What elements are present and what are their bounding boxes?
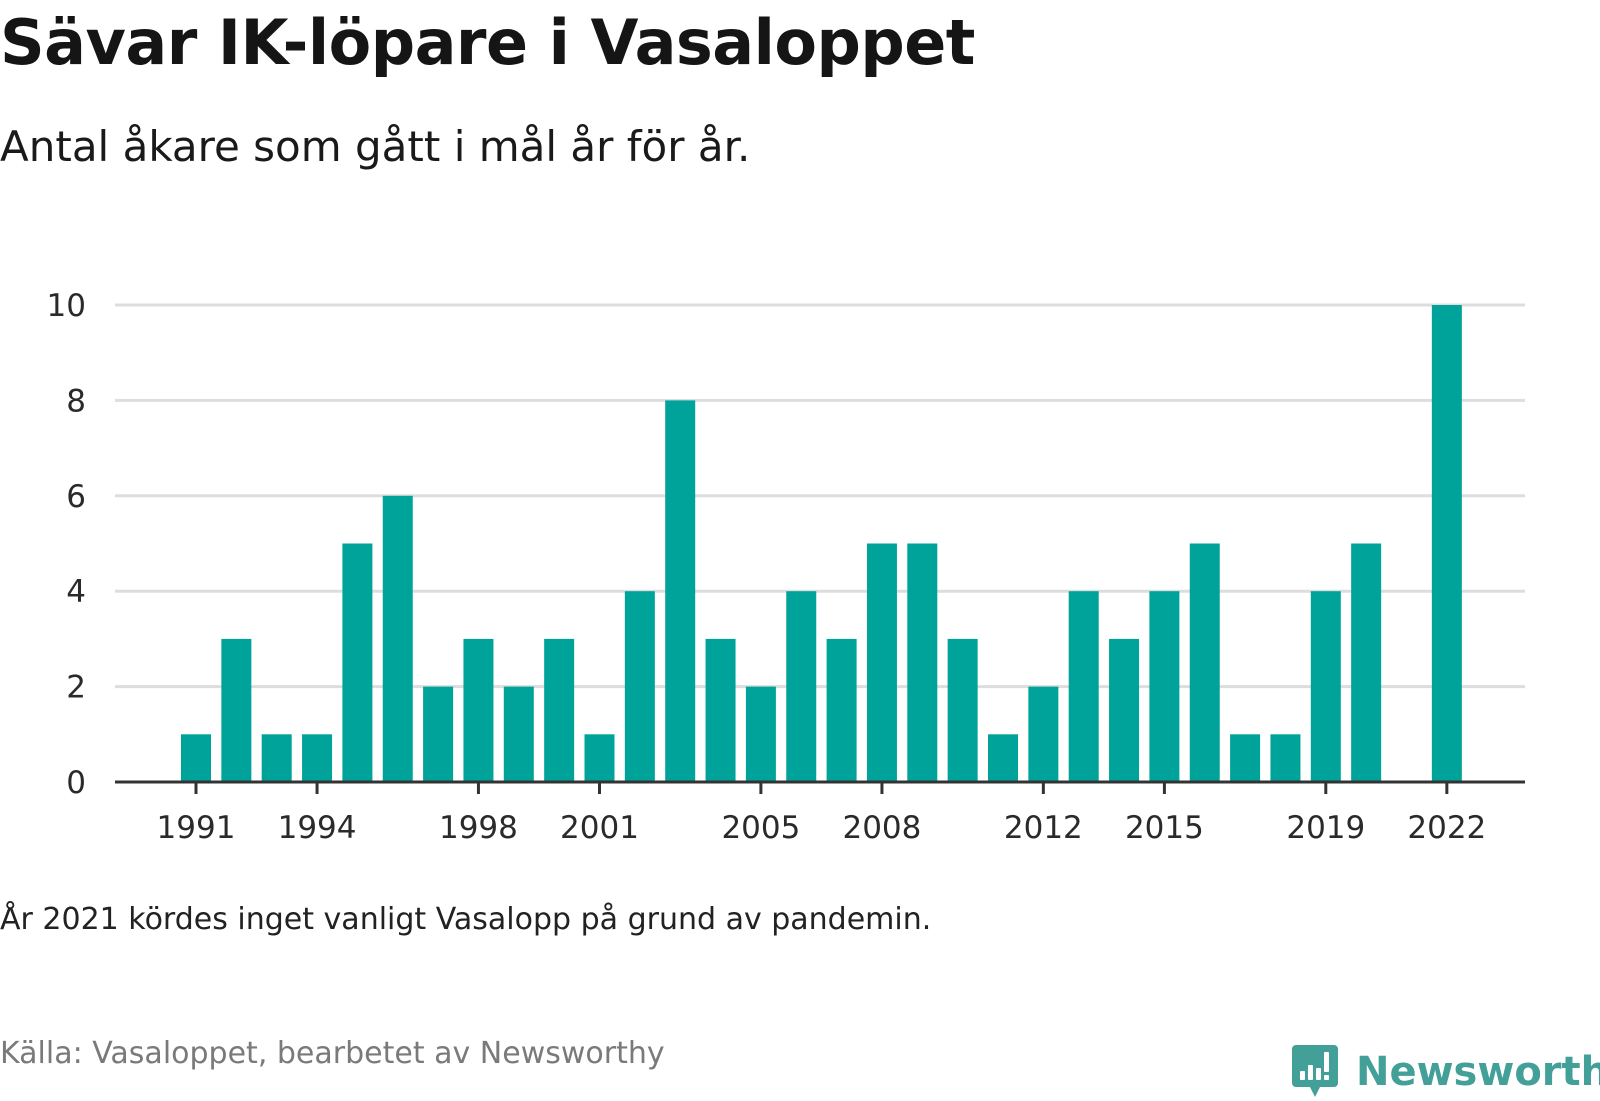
bar-1998 xyxy=(463,638,494,782)
bar-1991 xyxy=(181,734,211,782)
bar-2017 xyxy=(1230,734,1261,782)
bars xyxy=(181,305,1462,782)
newsworthy-logo-icon xyxy=(1292,1045,1338,1097)
y-tick-label: 4 xyxy=(66,574,86,610)
x-tick-label: 2012 xyxy=(1004,810,1083,846)
chart-title: Sävar IK-löpare i Vasaloppet xyxy=(0,6,975,79)
x-tick-label: 2022 xyxy=(1407,810,1486,846)
bar-2020 xyxy=(1351,543,1382,782)
bar-2012 xyxy=(1028,686,1059,782)
x-tick-label: 1991 xyxy=(157,810,236,846)
bar-2009 xyxy=(907,543,938,782)
bar-1999 xyxy=(503,686,534,782)
bar-1997 xyxy=(423,686,454,782)
bar-2004 xyxy=(705,638,736,782)
x-tick-label: 2019 xyxy=(1286,810,1365,846)
x-tick-label: 2005 xyxy=(721,810,800,846)
x-tick-label: 2008 xyxy=(842,810,921,846)
x-tick-label: 1998 xyxy=(439,810,518,846)
source-credit: Källa: Vasaloppet, bearbetet av Newswort… xyxy=(0,1036,665,1071)
bar-2013 xyxy=(1068,591,1099,782)
bar-1993 xyxy=(261,734,292,782)
bar-2003 xyxy=(665,400,696,782)
bar-2014 xyxy=(1109,638,1140,782)
x-tick-label: 2001 xyxy=(560,810,639,846)
bar-2007 xyxy=(826,638,857,782)
bar-2018 xyxy=(1270,734,1301,782)
x-axis xyxy=(115,780,1525,794)
bar-2015 xyxy=(1149,591,1180,782)
chart-subtitle: Antal åkare som gått i mål år för år. xyxy=(0,122,751,171)
bar-2006 xyxy=(786,591,817,782)
bar-2002 xyxy=(624,591,655,782)
bar-2019 xyxy=(1310,591,1341,782)
brand-name: Newsworthy xyxy=(1356,1049,1600,1095)
x-tick-label: 1994 xyxy=(278,810,357,846)
y-tick-label: 8 xyxy=(66,383,86,419)
bar-2016 xyxy=(1189,543,1220,782)
bar-1994 xyxy=(302,734,333,782)
y-tick-label: 10 xyxy=(47,288,86,324)
bar-2005 xyxy=(745,686,776,782)
y-tick-label: 2 xyxy=(66,670,86,706)
bar-2008 xyxy=(866,543,897,782)
y-tick-label: 6 xyxy=(66,479,86,515)
x-tick-label: 2015 xyxy=(1125,810,1204,846)
bar-chart: 0 2 4 6 8 10 1991 1994 1998 2001 2005 2008 2012 2015… xyxy=(47,288,1525,846)
brand-logo: Newsworthy xyxy=(1290,1044,1600,1100)
bar-2001 xyxy=(584,734,615,782)
footnote: År 2021 kördes inget vanligt Vasalopp på… xyxy=(0,902,932,937)
bar-2000 xyxy=(544,638,575,782)
bar-1992 xyxy=(221,638,252,782)
x-axis-labels: 1991 1994 1998 2001 2005 2008 2012 2015 2019 2022 xyxy=(157,810,1487,846)
bar-2010 xyxy=(947,638,978,782)
bar-2022 xyxy=(1431,305,1462,782)
y-tick-label: 0 xyxy=(66,765,86,801)
bar-1996 xyxy=(382,495,413,782)
y-axis-labels: 0 2 4 6 8 10 xyxy=(47,288,86,801)
bar-2011 xyxy=(988,734,1018,782)
bar-1995 xyxy=(342,543,373,782)
